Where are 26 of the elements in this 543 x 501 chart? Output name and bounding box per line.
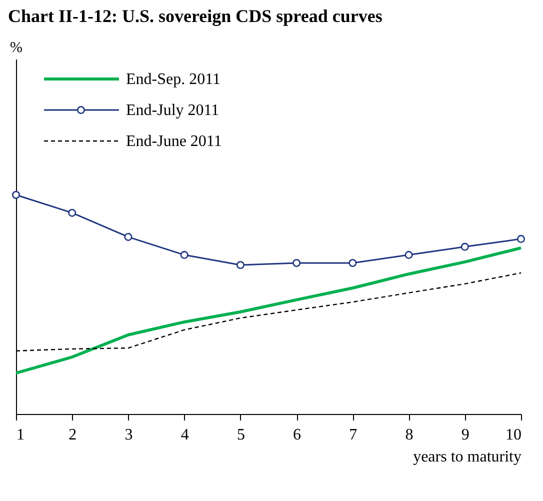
x-axis-title: years to maturity bbox=[413, 448, 522, 466]
x-tick-label: 9 bbox=[461, 426, 470, 444]
point bbox=[12, 190, 20, 199]
legend-label: End-Sep. 2011 bbox=[126, 71, 221, 88]
point bbox=[68, 208, 76, 217]
point bbox=[460, 242, 469, 251]
legend-label: End-July 2011 bbox=[126, 102, 220, 119]
point bbox=[180, 250, 188, 259]
x-tick-label: 1 bbox=[16, 426, 24, 444]
chart-title: Chart II-1-12: U.S. sovereign CDS spread curves bbox=[8, 6, 382, 26]
x-tick-label: 8 bbox=[405, 426, 414, 444]
x-tick-label: 3 bbox=[124, 426, 133, 444]
point bbox=[124, 232, 132, 241]
x-tick-label: 4 bbox=[180, 426, 189, 444]
x-tick-label: 2 bbox=[68, 426, 77, 444]
point bbox=[348, 259, 357, 268]
point bbox=[516, 234, 526, 243]
x-tick-label: 6 bbox=[293, 426, 302, 444]
legend-label: End-June 2011 bbox=[126, 133, 222, 150]
x-tick-label: 10 bbox=[506, 426, 522, 444]
point bbox=[404, 250, 413, 259]
x-tick-label: 7 bbox=[349, 426, 358, 444]
x-tick-label: 5 bbox=[236, 426, 245, 444]
text: % bbox=[10, 40, 22, 56]
point bbox=[292, 259, 301, 268]
point bbox=[236, 260, 244, 269]
